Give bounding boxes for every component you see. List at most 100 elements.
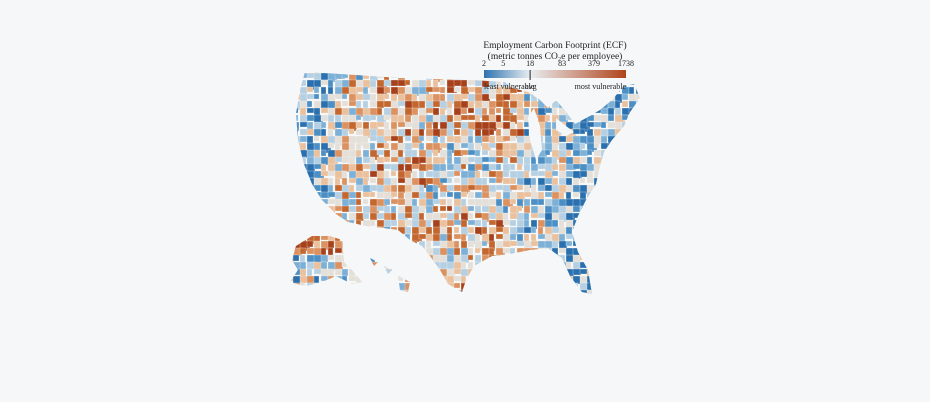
county	[551, 219, 559, 228]
county	[600, 268, 609, 276]
county	[383, 233, 394, 242]
county	[579, 275, 588, 285]
county	[362, 247, 370, 256]
county	[453, 247, 461, 257]
county	[467, 240, 475, 248]
county	[643, 297, 648, 307]
county	[551, 177, 559, 186]
county	[474, 233, 481, 243]
county	[320, 149, 327, 157]
county	[579, 128, 586, 135]
county	[290, 247, 294, 257]
county	[439, 191, 447, 198]
county	[348, 282, 360, 291]
county	[621, 226, 632, 233]
county	[439, 79, 446, 86]
county	[432, 135, 439, 144]
county	[524, 297, 531, 302]
county	[621, 268, 628, 280]
county	[433, 297, 438, 307]
county	[593, 205, 600, 214]
county	[467, 261, 474, 271]
county	[579, 226, 586, 233]
county	[290, 156, 294, 163]
county	[461, 297, 467, 307]
county	[565, 233, 575, 240]
county	[607, 254, 614, 266]
county	[572, 219, 581, 227]
county	[306, 100, 313, 108]
county	[600, 240, 608, 252]
county	[488, 100, 497, 109]
county	[488, 142, 497, 149]
county	[446, 212, 456, 221]
county	[614, 163, 624, 172]
county	[516, 100, 524, 109]
county	[307, 297, 316, 305]
county	[446, 72, 457, 81]
county	[516, 177, 525, 186]
county	[579, 261, 589, 269]
county	[411, 247, 421, 255]
county	[362, 226, 370, 238]
county	[460, 198, 467, 208]
county	[488, 114, 497, 123]
county	[586, 177, 595, 184]
county	[502, 268, 514, 277]
county	[502, 254, 512, 262]
county	[425, 93, 434, 103]
county	[530, 268, 540, 276]
county	[537, 205, 545, 215]
county	[355, 240, 362, 250]
county	[383, 198, 391, 206]
county	[440, 66, 446, 71]
county	[327, 219, 336, 227]
county	[369, 261, 381, 272]
county	[628, 149, 636, 159]
county	[432, 128, 442, 138]
county	[551, 282, 559, 289]
county	[565, 100, 575, 107]
county	[509, 233, 517, 241]
county	[600, 219, 609, 227]
county	[341, 219, 350, 228]
county	[593, 191, 604, 198]
county	[635, 121, 640, 129]
county	[306, 107, 315, 114]
county	[621, 282, 628, 294]
county	[600, 156, 609, 167]
county	[299, 198, 311, 206]
county	[418, 142, 425, 151]
county	[544, 275, 556, 283]
county	[635, 275, 640, 284]
county	[467, 275, 476, 283]
county	[586, 93, 593, 101]
county	[572, 212, 584, 219]
county	[306, 219, 316, 226]
county	[621, 191, 631, 198]
county	[460, 219, 468, 229]
county	[614, 247, 623, 259]
county	[439, 240, 449, 250]
county	[355, 114, 362, 121]
county	[558, 261, 568, 271]
county	[474, 72, 482, 76]
county	[355, 261, 367, 270]
county	[502, 163, 511, 173]
county	[362, 254, 371, 262]
county	[306, 205, 315, 217]
county	[404, 219, 414, 227]
county	[565, 289, 573, 294]
county	[621, 93, 629, 101]
county	[509, 177, 517, 185]
county	[488, 170, 498, 178]
county	[390, 268, 399, 277]
county	[355, 163, 364, 173]
county	[349, 297, 359, 302]
county	[537, 247, 549, 254]
county	[628, 128, 638, 136]
county	[643, 66, 648, 76]
county	[607, 177, 618, 184]
county	[320, 247, 327, 256]
color-ramp	[484, 70, 626, 78]
